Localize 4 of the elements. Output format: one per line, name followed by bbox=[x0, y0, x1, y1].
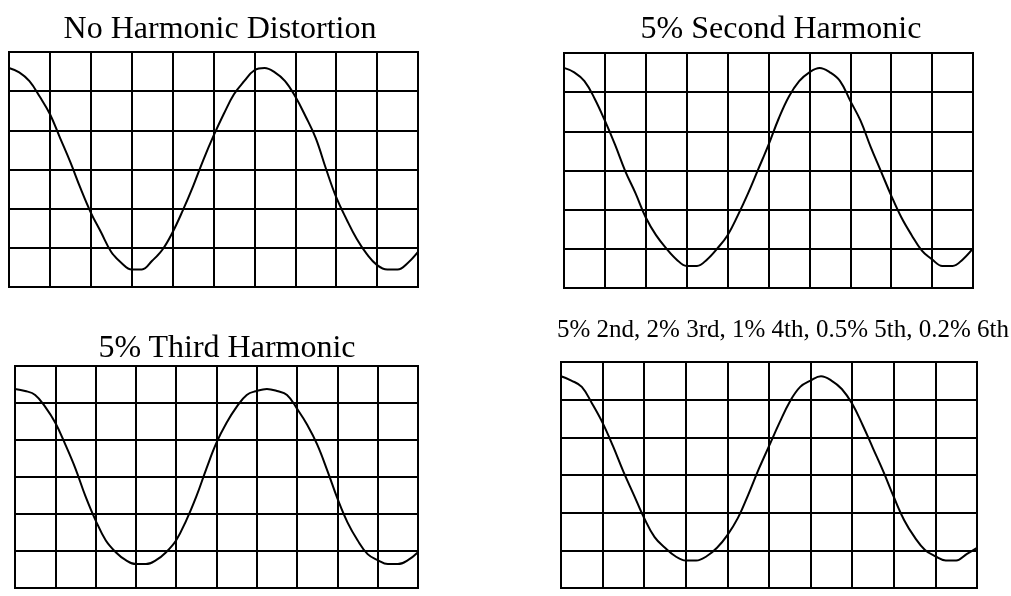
chart-title: 5% 2nd, 2% 3rd, 1% 4th, 0.5% 5th, 0.2% 6th bbox=[556, 315, 1010, 342]
chart-title: No Harmonic Distortion bbox=[63, 9, 377, 45]
chart-title: 5% Second Harmonic bbox=[640, 9, 922, 45]
chart-title: 5% Third Harmonic bbox=[98, 328, 356, 364]
